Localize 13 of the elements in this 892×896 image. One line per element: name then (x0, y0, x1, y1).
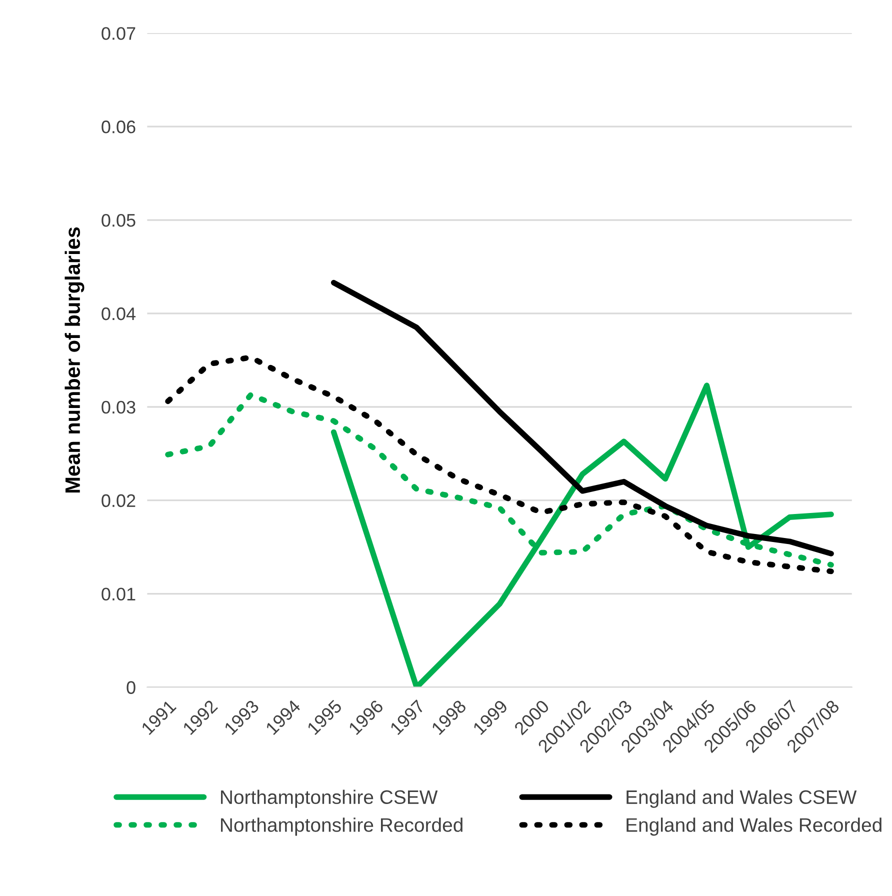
legend-label: Northamptonshire Recorded (221, 818, 462, 836)
y-tick-label: 0 (126, 681, 136, 694)
y-axis-title: Mean number of burglaries (64, 227, 84, 492)
y-tick-label: 0.01 (102, 588, 136, 601)
y-tick-label: 0.05 (102, 214, 136, 227)
legend-label: England and Wales CSEW (626, 790, 857, 808)
y-tick-label: 0.07 (102, 27, 136, 40)
y-tick-label: 0.03 (102, 400, 136, 414)
y-tick-label: 0.04 (102, 307, 136, 320)
y-tick-label: 0.02 (102, 494, 136, 508)
legend-label: Northamptonshire CSEW (221, 790, 438, 808)
y-tick-label: 0.06 (102, 120, 136, 134)
legend-label: England and Wales Recorded (626, 818, 882, 836)
